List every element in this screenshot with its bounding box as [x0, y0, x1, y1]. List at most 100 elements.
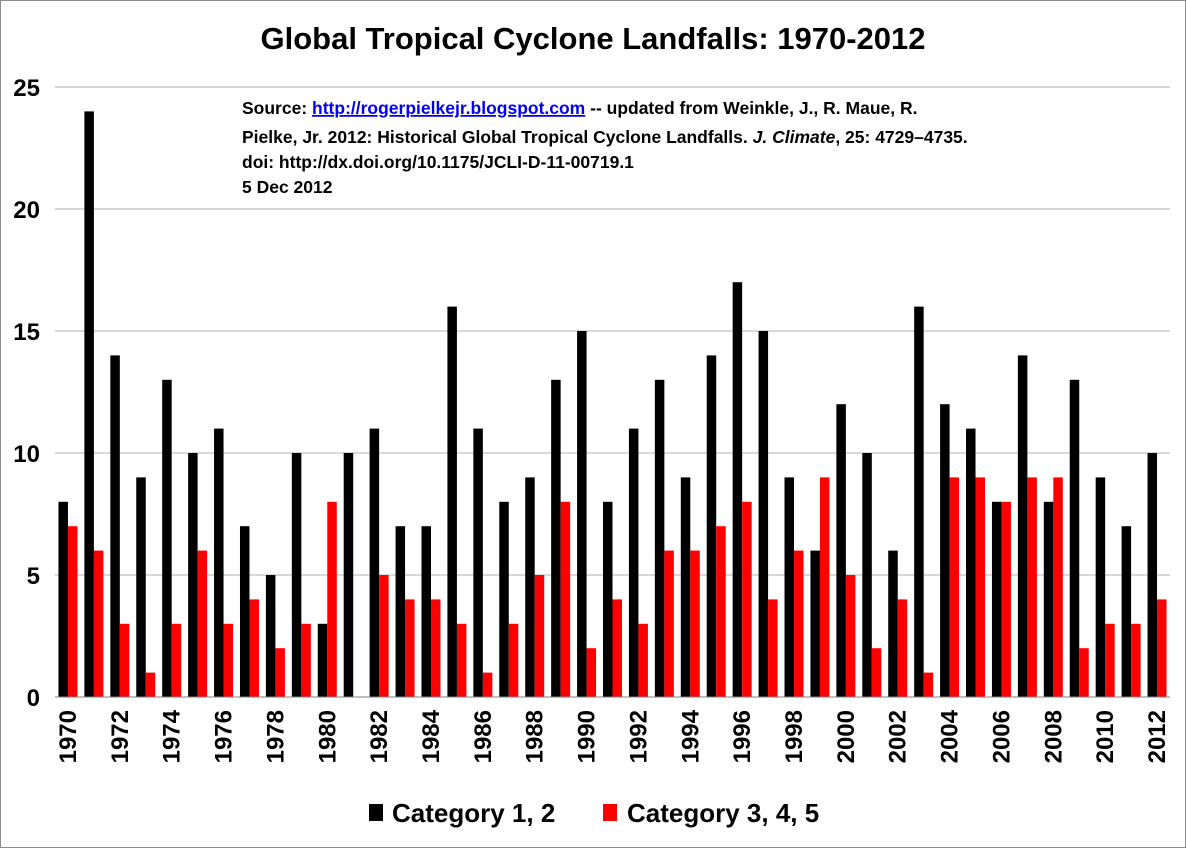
- bar-category-1-2: [628, 428, 639, 697]
- legend-swatch: [369, 804, 383, 821]
- y-tick-label: 10: [13, 441, 40, 468]
- bar-category-3-4-5: [1157, 599, 1167, 697]
- chart-title: Global Tropical Cyclone Landfalls: 1970-…: [260, 21, 925, 56]
- bar-category-3-4-5: [1105, 623, 1115, 697]
- bar-category-3-4-5: [430, 599, 441, 697]
- bar-category-3-4-5: [819, 477, 830, 697]
- bar-category-3-4-5: [716, 526, 726, 697]
- bar-category-3-4-5: [171, 623, 182, 697]
- bar-category-3-4-5: [742, 501, 752, 697]
- x-tick-label: 1976: [211, 710, 238, 763]
- y-tick-label: 25: [13, 75, 40, 102]
- bar-category-1-2: [136, 477, 146, 697]
- bar-category-1-2: [940, 404, 950, 697]
- bar-category-1-2: [317, 623, 328, 697]
- x-tick-label: 1996: [729, 710, 756, 763]
- bar-category-3-4-5: [560, 501, 571, 697]
- bar-category-3-4-5: [586, 648, 597, 697]
- bar-category-3-4-5: [664, 550, 674, 697]
- bar-category-3-4-5: [145, 672, 156, 697]
- bar-category-1-2: [577, 331, 587, 697]
- x-tick-label: 1984: [418, 709, 445, 763]
- bar-category-1-2: [291, 453, 302, 697]
- bar-category-1-2: [654, 379, 665, 697]
- bar-category-1-2: [836, 404, 846, 697]
- x-tick-label: 2006: [988, 710, 1015, 763]
- bar-category-1-2: [525, 477, 535, 697]
- bar-category-1-2: [551, 379, 561, 697]
- bar-category-1-2: [343, 453, 354, 697]
- y-tick-label: 20: [13, 197, 40, 224]
- bar-category-3-4-5: [923, 672, 934, 697]
- bar-category-3-4-5: [249, 599, 259, 697]
- annotation-source-prefix: Source:: [242, 98, 312, 118]
- bar-category-3-4-5: [482, 672, 493, 697]
- bar-category-3-4-5: [379, 575, 389, 697]
- annotation-date: 5 Dec 2012: [242, 177, 333, 197]
- bar-category-1-2: [706, 355, 717, 697]
- bar-category-3-4-5: [949, 477, 960, 697]
- bar-category-3-4-5: [301, 623, 311, 697]
- bar-category-1-2: [1147, 453, 1158, 697]
- x-tick-label: 2008: [1040, 710, 1067, 763]
- bar-category-1-2: [1043, 501, 1054, 697]
- bar-category-1-2: [499, 501, 509, 697]
- annotation-doi: doi: http://dx.doi.org/10.1175/JCLI-D-11…: [242, 152, 634, 172]
- x-tick-label: 2002: [885, 710, 912, 763]
- bar-category-1-2: [214, 428, 224, 697]
- y-tick-label: 0: [27, 685, 40, 712]
- bar-category-1-2: [84, 111, 94, 697]
- bar-category-3-4-5: [845, 575, 856, 697]
- bar-category-3-4-5: [1027, 477, 1037, 697]
- bar-category-1-2: [110, 355, 120, 697]
- x-tick-label: 1990: [574, 710, 601, 763]
- x-tick-label: 1970: [55, 710, 82, 763]
- x-tick-label: 1998: [781, 710, 808, 763]
- bar-category-3-4-5: [1079, 648, 1089, 697]
- bar-category-1-2: [473, 428, 483, 697]
- bar-category-3-4-5: [612, 599, 622, 697]
- legend: Category 1, 2 Category 3, 4, 5: [369, 798, 819, 828]
- x-tick-label: 1986: [470, 710, 497, 763]
- source-link[interactable]: http://rogerpielkejr.blogspot.com: [312, 98, 585, 118]
- bar-category-3-4-5: [768, 599, 778, 697]
- bar-category-1-2: [603, 501, 613, 697]
- x-tick-label: 2004: [937, 709, 964, 763]
- annotation-citation-suffix: , 25: 4729–4735.: [835, 127, 967, 147]
- bar-category-1-2: [991, 501, 1002, 697]
- bar-category-3-4-5: [975, 477, 986, 697]
- y-tick-label: 15: [13, 319, 40, 346]
- bars: [58, 111, 1167, 697]
- x-tick-label: 2010: [1092, 710, 1119, 763]
- y-tick-label: 5: [27, 563, 40, 590]
- bar-category-1-2: [1095, 477, 1106, 697]
- x-tick-label: 1980: [314, 710, 341, 763]
- bar-category-1-2: [447, 306, 457, 697]
- x-axis-ticks: 1970 1972 1974 1976 1978 1980 1982 1984 1986 1988…: [55, 709, 1171, 763]
- bar-category-1-2: [188, 453, 198, 697]
- bar-category-3-4-5: [871, 648, 882, 697]
- bar-category-1-2: [914, 306, 924, 697]
- bar-category-3-4-5: [638, 623, 648, 697]
- x-tick-label: 1972: [107, 710, 134, 763]
- x-tick-label: 1978: [262, 710, 289, 763]
- legend-label: Category 3, 4, 5: [627, 798, 819, 828]
- annotation-line-1: Source: http://rogerpielkejr.blogspot.co…: [242, 98, 917, 118]
- bar-category-1-2: [784, 477, 795, 697]
- legend-swatch: [603, 804, 617, 821]
- bar-category-3-4-5: [223, 623, 234, 697]
- bar-category-3-4-5: [197, 550, 208, 697]
- bar-category-1-2: [1017, 355, 1028, 697]
- bar-category-3-4-5: [794, 550, 804, 697]
- bar-category-3-4-5: [1001, 501, 1011, 697]
- bar-category-1-2: [966, 428, 976, 697]
- bar-category-1-2: [265, 575, 276, 697]
- bar-category-3-4-5: [534, 575, 545, 697]
- annotation-citation-prefix: Pielke, Jr. 2012: Historical Global Trop…: [242, 127, 753, 147]
- bar-category-3-4-5: [67, 526, 78, 697]
- bar-category-3-4-5: [1131, 623, 1141, 697]
- bar-category-1-2: [1121, 526, 1132, 697]
- bar-category-1-2: [162, 379, 172, 697]
